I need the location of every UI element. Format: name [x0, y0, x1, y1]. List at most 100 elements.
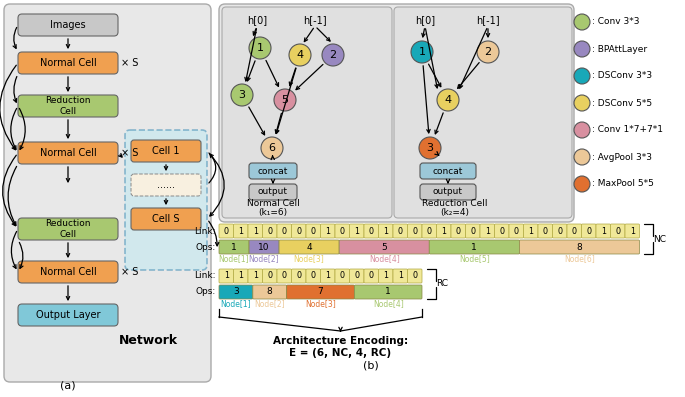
Text: 0: 0 [267, 272, 272, 281]
Text: 4: 4 [306, 243, 312, 252]
FancyBboxPatch shape [495, 224, 509, 238]
FancyBboxPatch shape [379, 224, 393, 238]
Text: 1: 1 [325, 227, 330, 235]
Circle shape [574, 122, 590, 138]
Text: Link:: Link: [195, 272, 216, 281]
FancyBboxPatch shape [394, 7, 572, 218]
Text: 1: 1 [471, 243, 477, 252]
Text: Node[2]: Node[2] [249, 254, 279, 264]
Text: 0: 0 [311, 227, 316, 235]
FancyBboxPatch shape [286, 285, 354, 299]
FancyBboxPatch shape [219, 240, 249, 254]
Circle shape [437, 89, 459, 111]
FancyBboxPatch shape [422, 224, 436, 238]
FancyBboxPatch shape [538, 224, 553, 238]
Text: 0: 0 [499, 227, 504, 235]
FancyBboxPatch shape [234, 224, 248, 238]
Text: Node[1]: Node[1] [219, 254, 249, 264]
Text: Node[5]: Node[5] [459, 254, 490, 264]
FancyBboxPatch shape [18, 52, 118, 74]
Text: 1: 1 [630, 227, 635, 235]
FancyBboxPatch shape [364, 269, 379, 283]
Text: 0: 0 [514, 227, 519, 235]
FancyBboxPatch shape [18, 95, 118, 117]
Text: 0: 0 [398, 227, 403, 235]
Text: 1: 1 [601, 227, 606, 235]
FancyBboxPatch shape [125, 130, 207, 270]
FancyBboxPatch shape [420, 163, 476, 179]
FancyBboxPatch shape [277, 269, 292, 283]
Text: Cell 1: Cell 1 [152, 146, 179, 156]
FancyBboxPatch shape [249, 184, 297, 200]
FancyBboxPatch shape [451, 224, 466, 238]
Text: Normal Cell: Normal Cell [40, 148, 97, 158]
Text: 8: 8 [577, 243, 582, 252]
Text: Network: Network [119, 333, 177, 347]
Circle shape [249, 37, 271, 59]
Text: concat: concat [433, 166, 463, 175]
FancyBboxPatch shape [321, 224, 335, 238]
Text: RC: RC [436, 279, 448, 289]
Text: Normal Cell: Normal Cell [247, 198, 299, 208]
FancyBboxPatch shape [249, 240, 279, 254]
Text: Node[4]: Node[4] [373, 299, 403, 308]
Text: 0: 0 [369, 227, 374, 235]
FancyBboxPatch shape [509, 224, 523, 238]
Text: 7: 7 [318, 287, 323, 297]
FancyBboxPatch shape [249, 163, 297, 179]
Text: 8: 8 [267, 287, 273, 297]
Text: Reduction Cell: Reduction Cell [422, 198, 488, 208]
FancyBboxPatch shape [429, 240, 519, 254]
FancyBboxPatch shape [335, 224, 349, 238]
FancyBboxPatch shape [379, 269, 393, 283]
Text: (k₁=6): (k₁=6) [258, 208, 288, 216]
FancyBboxPatch shape [248, 269, 262, 283]
FancyBboxPatch shape [222, 7, 392, 218]
Text: 5: 5 [382, 243, 387, 252]
Text: Output Layer: Output Layer [36, 310, 100, 320]
Text: × S: × S [121, 148, 138, 158]
FancyBboxPatch shape [131, 208, 201, 230]
Text: Cell S: Cell S [152, 214, 179, 224]
Text: 0: 0 [296, 227, 301, 235]
FancyBboxPatch shape [364, 224, 379, 238]
Circle shape [477, 41, 499, 63]
FancyBboxPatch shape [436, 224, 451, 238]
Text: 0: 0 [282, 272, 287, 281]
Text: (k₂=4): (k₂=4) [440, 208, 469, 216]
Text: ......: ...... [157, 180, 175, 190]
Text: Normal Cell: Normal Cell [40, 58, 97, 68]
Text: 0: 0 [354, 272, 359, 281]
Text: : DSConv 5*5: : DSConv 5*5 [592, 98, 652, 108]
Text: 1: 1 [419, 47, 425, 57]
FancyBboxPatch shape [18, 14, 118, 36]
Text: 3: 3 [233, 287, 239, 297]
Text: 0: 0 [456, 227, 461, 235]
Text: (b): (b) [362, 361, 378, 371]
FancyBboxPatch shape [480, 224, 495, 238]
FancyBboxPatch shape [18, 142, 118, 164]
Text: 0: 0 [224, 227, 229, 235]
Text: 1: 1 [385, 287, 391, 297]
Text: 1: 1 [231, 243, 237, 252]
Text: 1: 1 [325, 272, 330, 281]
Text: 4: 4 [445, 95, 451, 105]
Text: 1: 1 [238, 227, 243, 235]
Circle shape [574, 149, 590, 165]
Text: 0: 0 [311, 272, 316, 281]
FancyBboxPatch shape [321, 269, 335, 283]
FancyBboxPatch shape [277, 224, 292, 238]
Text: 1: 1 [441, 227, 446, 235]
Text: 0: 0 [412, 272, 417, 281]
Text: 1: 1 [383, 227, 388, 235]
FancyBboxPatch shape [219, 4, 574, 222]
Text: 3: 3 [427, 143, 434, 153]
Text: 0: 0 [586, 227, 591, 235]
Text: h[0]: h[0] [415, 15, 435, 25]
Text: h[-1]: h[-1] [476, 15, 500, 25]
Text: Node[6]: Node[6] [564, 254, 595, 264]
Text: output: output [258, 187, 288, 197]
Text: : MaxPool 5*5: : MaxPool 5*5 [592, 179, 654, 189]
FancyBboxPatch shape [523, 224, 538, 238]
FancyBboxPatch shape [306, 269, 321, 283]
